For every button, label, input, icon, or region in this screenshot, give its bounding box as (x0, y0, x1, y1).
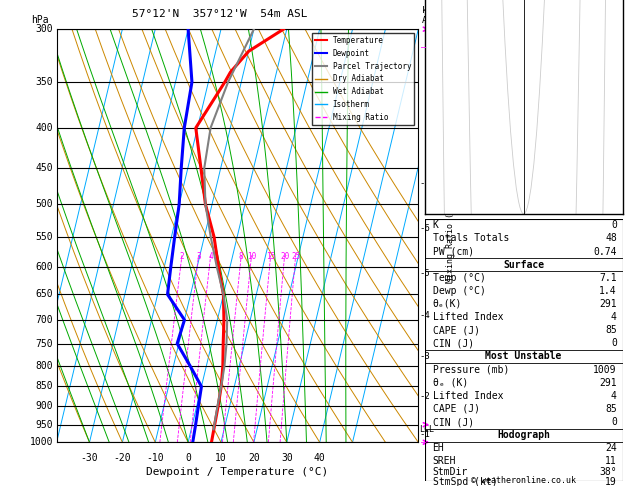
Text: -1: -1 (420, 430, 430, 439)
Text: 0.74: 0.74 (593, 246, 617, 257)
Text: 0: 0 (611, 220, 617, 230)
Text: -30: -30 (81, 452, 98, 463)
Legend: Temperature, Dewpoint, Parcel Trajectory, Dry Adiabat, Wet Adiabat, Isotherm, Mi: Temperature, Dewpoint, Parcel Trajectory… (312, 33, 415, 125)
Text: Lifted Index: Lifted Index (433, 391, 503, 401)
Text: 0: 0 (611, 417, 617, 427)
Text: StmDir: StmDir (433, 467, 468, 477)
Text: hPa: hPa (31, 15, 49, 25)
Text: 500: 500 (35, 199, 53, 209)
Text: -3: -3 (420, 352, 430, 361)
Text: 7.1: 7.1 (599, 273, 617, 283)
Text: 1000: 1000 (30, 437, 53, 447)
Text: CAPE (J): CAPE (J) (433, 325, 479, 335)
Text: -10: -10 (147, 452, 164, 463)
Text: Most Unstable: Most Unstable (486, 351, 562, 362)
Text: 0: 0 (185, 452, 191, 463)
Text: 24: 24 (605, 443, 617, 453)
Text: -20: -20 (114, 452, 131, 463)
Text: SREH: SREH (433, 456, 456, 467)
Text: 40: 40 (314, 452, 326, 463)
Text: 38°: 38° (599, 467, 617, 477)
Text: 48: 48 (605, 233, 617, 243)
Text: Totals Totals: Totals Totals (433, 233, 509, 243)
Text: K: K (433, 220, 438, 230)
Text: CIN (J): CIN (J) (433, 417, 474, 427)
Text: 8: 8 (239, 252, 243, 261)
Text: Lifted Index: Lifted Index (433, 312, 503, 322)
Text: -2: -2 (420, 392, 430, 401)
Text: CIN (J): CIN (J) (433, 338, 474, 348)
Text: LCL: LCL (420, 425, 435, 434)
Text: 550: 550 (35, 232, 53, 242)
Text: 850: 850 (35, 382, 53, 392)
Text: CAPE (J): CAPE (J) (433, 404, 479, 414)
Text: 15: 15 (266, 252, 276, 261)
Text: -6: -6 (420, 225, 430, 233)
Text: EH: EH (433, 443, 444, 453)
Text: 25: 25 (291, 252, 300, 261)
Text: 950: 950 (35, 419, 53, 430)
Text: © weatheronline.co.uk: © weatheronline.co.uk (471, 476, 576, 485)
Text: 650: 650 (35, 290, 53, 299)
Text: 350: 350 (35, 77, 53, 87)
Text: 1009: 1009 (593, 364, 617, 375)
Text: θₑ(K): θₑ(K) (433, 299, 462, 309)
Text: —: — (421, 44, 426, 52)
Text: Pressure (mb): Pressure (mb) (433, 364, 509, 375)
Text: 10: 10 (247, 252, 256, 261)
Text: 800: 800 (35, 361, 53, 371)
Text: Temp (°C): Temp (°C) (433, 273, 486, 283)
Text: 19: 19 (605, 477, 617, 486)
Text: PW (cm): PW (cm) (433, 246, 474, 257)
Text: 85: 85 (605, 325, 617, 335)
Text: Mixing Ratio (g/kg): Mixing Ratio (g/kg) (447, 188, 455, 283)
Text: 450: 450 (35, 163, 53, 174)
Text: StmSpd (kt): StmSpd (kt) (433, 477, 497, 486)
Text: Dewpoint / Temperature (°C): Dewpoint / Temperature (°C) (147, 467, 328, 477)
Text: 0: 0 (611, 338, 617, 348)
Text: 4: 4 (208, 252, 213, 261)
Text: θₑ (K): θₑ (K) (433, 378, 468, 388)
Text: 4: 4 (611, 391, 617, 401)
Text: 700: 700 (35, 315, 53, 325)
Text: 750: 750 (35, 339, 53, 348)
Text: -5: -5 (420, 269, 430, 278)
Text: 10: 10 (215, 452, 227, 463)
Text: 30: 30 (281, 452, 292, 463)
Text: 600: 600 (35, 262, 53, 272)
Text: -7: -7 (420, 179, 430, 188)
Text: Hodograph: Hodograph (497, 430, 550, 440)
Text: 85: 85 (605, 404, 617, 414)
Text: 291: 291 (599, 378, 617, 388)
Text: km
ASL: km ASL (422, 6, 438, 25)
Text: 291: 291 (599, 299, 617, 309)
Text: 300: 300 (35, 24, 53, 34)
Text: 11: 11 (605, 456, 617, 467)
Text: 900: 900 (35, 401, 53, 411)
Text: Dewp (°C): Dewp (°C) (433, 286, 486, 296)
Text: 400: 400 (35, 123, 53, 133)
Text: -4: -4 (420, 311, 430, 320)
Text: 2: 2 (180, 252, 184, 261)
Text: 4: 4 (611, 312, 617, 322)
Text: 1.4: 1.4 (599, 286, 617, 296)
Text: 20: 20 (248, 452, 260, 463)
Text: Surface: Surface (503, 260, 544, 270)
Text: 3: 3 (196, 252, 201, 261)
Text: 20: 20 (280, 252, 289, 261)
Text: —: — (421, 438, 426, 447)
Text: 57°12'N  357°12'W  54m ASL: 57°12'N 357°12'W 54m ASL (131, 9, 307, 19)
